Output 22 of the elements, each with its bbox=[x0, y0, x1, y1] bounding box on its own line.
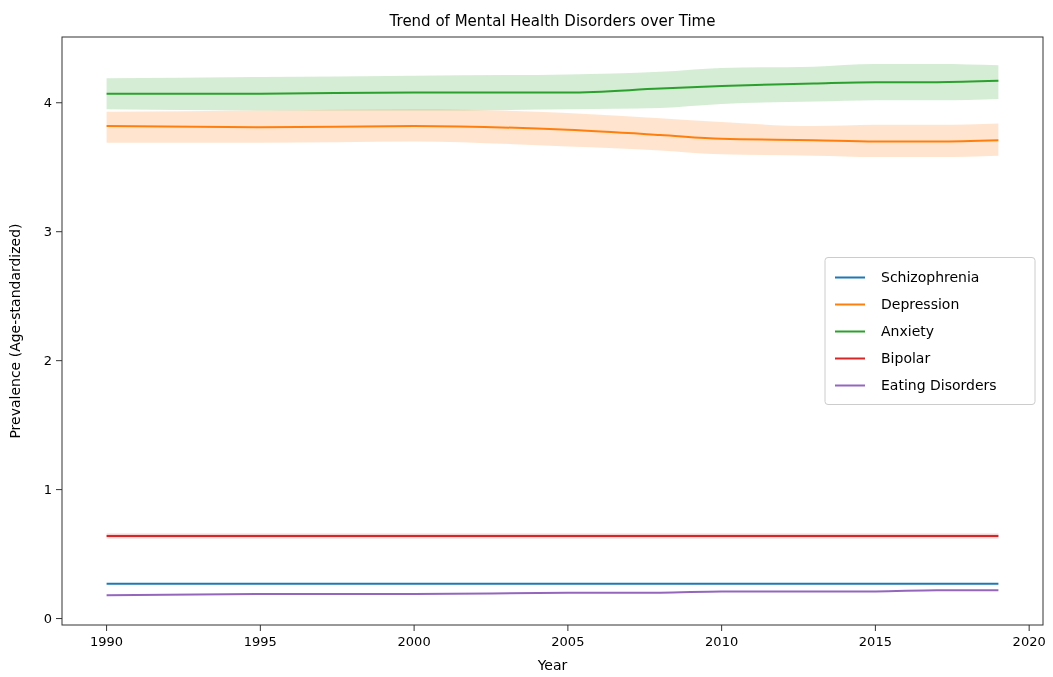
x-tick-label: 2015 bbox=[858, 634, 892, 649]
x-tick-label: 2020 bbox=[1012, 634, 1046, 649]
line-series bbox=[105, 124, 1000, 143]
legend-label: Schizophrenia bbox=[881, 269, 980, 286]
x-tick-label: 2010 bbox=[705, 634, 739, 649]
y-tick-label: 1 bbox=[43, 482, 52, 498]
legend-label: Eating Disorders bbox=[881, 377, 997, 394]
x-axis-title: Year bbox=[536, 657, 568, 673]
legend-label: Anxiety bbox=[881, 323, 935, 340]
x-tick-label: 1990 bbox=[90, 634, 124, 649]
line-series bbox=[105, 79, 1000, 95]
y-tick-label: 4 bbox=[43, 95, 52, 111]
x-tick-label: 2000 bbox=[397, 634, 431, 649]
y-tick-label: 0 bbox=[43, 611, 52, 627]
legend-label: Bipolar bbox=[881, 350, 931, 367]
y-axis-title: Prevalence (Age-standardized) bbox=[7, 223, 23, 439]
x-tick-label: 1995 bbox=[243, 634, 277, 649]
y-tick-label: 2 bbox=[43, 353, 52, 369]
y-tick-label: 3 bbox=[43, 224, 52, 240]
legend-label: Depression bbox=[881, 296, 960, 313]
chart-title: Trend of Mental Health Disorders over Time bbox=[388, 12, 716, 30]
x-tick-label: 2005 bbox=[551, 634, 585, 649]
